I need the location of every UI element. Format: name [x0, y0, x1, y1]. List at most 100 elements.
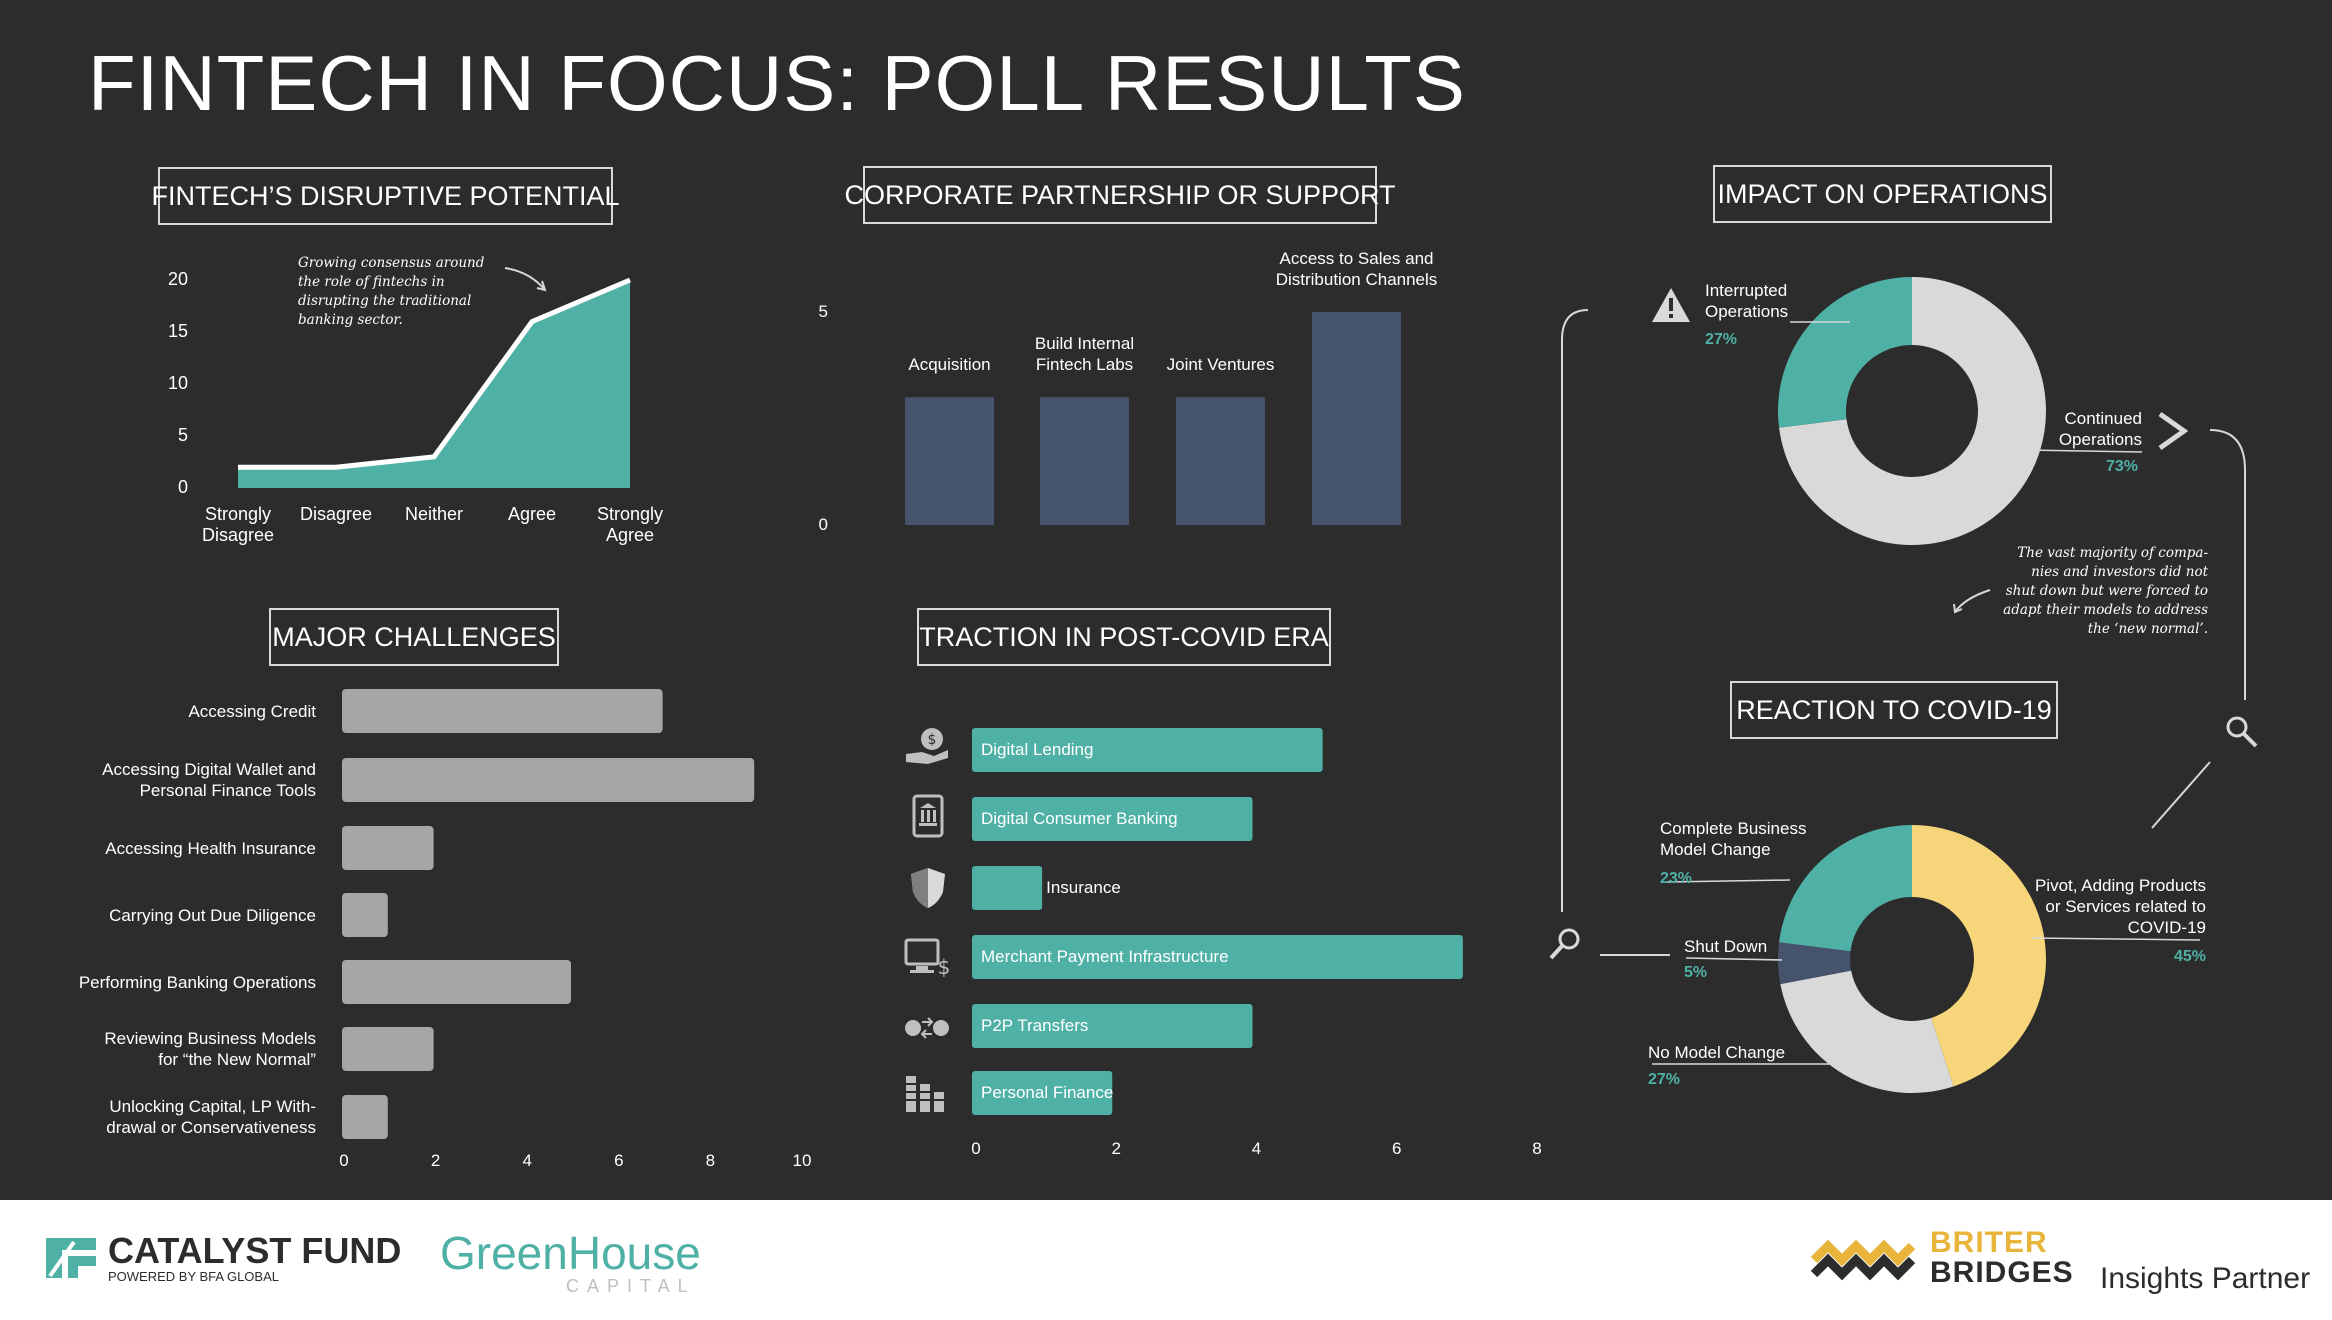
- bar-label: Unlocking Capital, LP With-: [109, 1097, 316, 1116]
- bar-label: Insurance: [1046, 878, 1121, 897]
- y-tick-label: 0: [177, 477, 188, 497]
- bar: [972, 935, 1463, 979]
- svg-text:$: $: [938, 955, 951, 979]
- coin-stack-icon: [904, 1074, 948, 1119]
- x-tick-label: Disagree: [299, 504, 373, 524]
- bar: [972, 1004, 1253, 1048]
- slice-pct: 45%: [2173, 948, 2206, 965]
- x-tick-label: Strongly: [204, 504, 272, 524]
- bar-label: Build Internal: [1034, 334, 1135, 354]
- bar-label: Digital Consumer Banking: [981, 809, 1178, 828]
- bar: [342, 893, 388, 937]
- bar: [342, 1095, 388, 1139]
- bar-label: Merchant Payment Infrastructure: [981, 947, 1229, 966]
- y-tick-label: 20: [167, 269, 188, 289]
- disruptive-note: Growing consensus around the role of fint…: [298, 255, 485, 328]
- catalyst-fund-sub: POWERED BY BFA GLOBAL: [108, 1269, 279, 1284]
- x-tick-label: 0: [339, 1151, 349, 1170]
- slice-pct: 73%: [2105, 458, 2138, 475]
- donut-slice: [1779, 825, 1912, 952]
- bar: [342, 826, 434, 870]
- bar: [972, 1071, 1113, 1115]
- bar-label: Fintech Labs: [1035, 355, 1134, 375]
- bar: [1040, 397, 1129, 525]
- area-line: [238, 277, 631, 470]
- connector-line-diagonal: [2151, 761, 2211, 829]
- bar-label: Reviewing Business Models: [104, 1029, 316, 1048]
- warning-icon: [1650, 286, 1692, 329]
- payment-terminal-icon: $: [904, 936, 952, 983]
- bar-label: for “the New Normal”: [158, 1050, 316, 1069]
- magnifier-icon: [2224, 714, 2260, 755]
- x-tick-label: 0: [971, 1139, 981, 1158]
- slice-pct: 5%: [1684, 964, 1708, 981]
- bar: [342, 960, 571, 1004]
- impact-note: The vast majority of compa-nies and inve…: [2003, 545, 2208, 637]
- bar: [342, 758, 755, 802]
- slice-label: Model Change: [1660, 840, 1771, 859]
- x-tick-label: 8: [1532, 1139, 1542, 1158]
- slice-label: Operations: [2058, 430, 2142, 449]
- leader-line: [1685, 957, 1783, 961]
- connector-line-right: [2209, 429, 2246, 700]
- chevron-right-icon: [2156, 410, 2190, 457]
- y-tick-label: 10: [167, 373, 188, 393]
- bar-label: Joint Ventures: [1166, 355, 1275, 375]
- leader-line: [2027, 449, 2143, 453]
- bar-label: Distribution Channels: [1275, 270, 1438, 289]
- panel-title-impact: IMPACT ON OPERATIONS: [1713, 165, 2052, 223]
- connector-line-left: [1561, 309, 1589, 912]
- bar-label: Accessing Credit: [188, 701, 316, 721]
- bar: [905, 397, 994, 525]
- leader-line: [1665, 879, 1791, 883]
- bar-label: Accessing Digital Wallet and: [102, 760, 316, 779]
- x-tick-label: Agree: [507, 504, 557, 524]
- slice-label: No Model Change: [1648, 1043, 1786, 1062]
- page-title: FINTECH IN FOCUS: POLL RESULTS: [88, 39, 1466, 127]
- catalyst-fund-name: CATALYST FUND: [108, 1230, 402, 1271]
- panel-title-traction: TRACTION IN POST-COVID ERA: [917, 608, 1331, 666]
- note-arrow-head: [536, 280, 547, 292]
- x-tick-label: 6: [614, 1151, 624, 1170]
- x-tick-label: 2: [430, 1151, 441, 1170]
- donut-slice: [1912, 825, 2046, 1087]
- bridges-text: BRIDGES: [1930, 1256, 2074, 1289]
- shield-icon: [908, 866, 948, 915]
- svg-text:$: $: [928, 732, 937, 748]
- greenhouse-sub: CAPITAL: [566, 1276, 696, 1296]
- slice-label: Operations: [1705, 302, 1789, 321]
- leader-line: [2031, 937, 2201, 941]
- charts-canvas: [238, 267, 2246, 1139]
- area-fill: [238, 280, 630, 488]
- x-tick-label: 6: [1392, 1139, 1402, 1158]
- slice-label: Shut Down: [1684, 937, 1768, 956]
- money-transfer-icon: [904, 1008, 950, 1047]
- bar-label: Accessing Health Insurance: [105, 838, 316, 858]
- y-tick-label: 0: [818, 515, 828, 534]
- bar-label: Personal Finance: [981, 1083, 1114, 1102]
- panel-title-challenges: MAJOR CHALLENGES: [269, 608, 559, 666]
- x-tick-label: 4: [522, 1151, 532, 1170]
- bar: [342, 1027, 434, 1071]
- catalyst-fund-logo: [44, 1232, 98, 1287]
- x-tick-label: Agree: [605, 525, 655, 545]
- slice-label: Complete Business: [1660, 819, 1807, 838]
- x-tick-label: 8: [705, 1151, 716, 1170]
- slice-label: Continued: [2064, 409, 2142, 428]
- y-tick-label: 5: [177, 425, 188, 445]
- slice-pct: 27%: [1705, 331, 1738, 348]
- bar: [1176, 397, 1265, 525]
- magnifier-icon: [1548, 926, 1584, 967]
- bar-label: P2P Transfers: [981, 1016, 1089, 1035]
- insights-partner: Insights Partner: [2100, 1262, 2311, 1295]
- slice-label: Interrupted: [1705, 281, 1788, 300]
- y-tick-label: 5: [818, 302, 828, 321]
- bar-label: drawal or Conservativeness: [106, 1118, 316, 1137]
- briter-bridges-logo: [1810, 1234, 1920, 1289]
- bar: [972, 866, 1043, 910]
- bar: [972, 797, 1253, 841]
- donut-slice: [1780, 970, 1954, 1093]
- money-hand-icon: $: [904, 726, 950, 771]
- bar: [972, 728, 1323, 772]
- slice-label: COVID-19: [2127, 918, 2206, 937]
